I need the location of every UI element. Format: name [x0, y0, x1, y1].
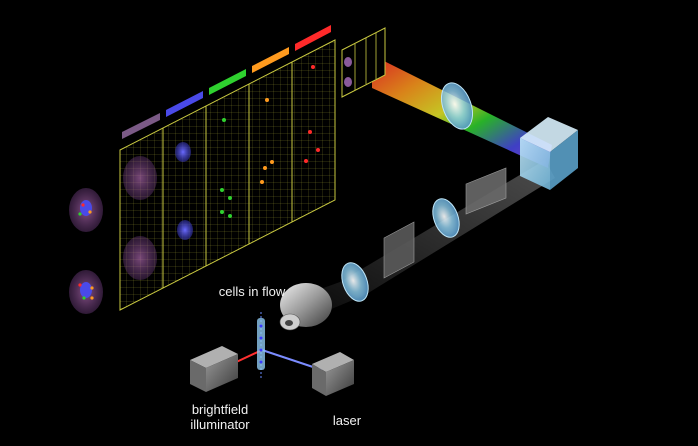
laser-top [312, 352, 354, 372]
bf-side [206, 354, 238, 392]
nucleus-image [177, 220, 193, 240]
objective-lens [279, 283, 332, 331]
detector-cell-thumb [344, 77, 352, 87]
field-stop-plate [465, 167, 507, 215]
laser-side [326, 360, 354, 396]
cube-top [520, 117, 578, 152]
cube-front [520, 138, 550, 190]
cell-thumbnail-bottom [69, 270, 103, 314]
channel-bar-4 [252, 47, 289, 73]
channel-bar-1 [122, 113, 160, 139]
cell-thumbnail-top [69, 188, 103, 232]
green-spot [228, 196, 232, 200]
red-spot [304, 159, 308, 163]
optics [279, 82, 578, 331]
brightfield-label-line1: brightfield [191, 402, 249, 417]
green-spot [228, 214, 232, 218]
detector-cell-thumb [344, 57, 352, 67]
flow-cell [257, 312, 265, 378]
channel-bar-5 [295, 25, 331, 51]
image-grid-panel [119, 39, 336, 311]
cell-thumbnails [69, 188, 103, 314]
cell-marker-green [82, 296, 86, 300]
brightfield-cell-image [123, 236, 157, 280]
laser-front [312, 364, 326, 396]
green-spot [220, 188, 224, 192]
tube-lens [341, 262, 369, 302]
brightfield-illuminator [190, 346, 238, 392]
red-spot [316, 148, 320, 152]
detector-frame [341, 27, 386, 98]
flowing-cell [259, 360, 263, 364]
channel-bar-2 [166, 91, 203, 117]
green-spot [220, 210, 224, 214]
flow-channel [257, 318, 265, 370]
red-spot [311, 65, 315, 69]
cube-side [550, 130, 578, 190]
cell-marker-orange [90, 296, 94, 300]
cells-in-flow-label: cells in flow [218, 284, 286, 299]
flowing-cell [259, 336, 263, 340]
cell-marker-orange [90, 286, 94, 290]
bf-front [190, 360, 206, 392]
grid-background [119, 39, 336, 311]
channel-color-bars [122, 25, 331, 139]
objective-aperture [285, 320, 293, 326]
channel-bar-3 [209, 69, 246, 95]
orange-spot [260, 180, 264, 184]
detector-array [341, 27, 386, 98]
cell-nucleus [80, 282, 92, 298]
brightfield-label-line2: illuminator [190, 417, 250, 432]
orange-spot [265, 98, 269, 102]
cell-marker-orange [88, 210, 92, 214]
laser-label: laser [332, 413, 362, 428]
prism-cube [520, 117, 578, 190]
relay-lens [432, 198, 460, 238]
cell-marker-green [78, 212, 82, 216]
flowing-cell [259, 348, 263, 352]
green-spot [222, 118, 226, 122]
bf-top [190, 346, 238, 368]
cell-marker-red [78, 283, 82, 287]
focusing-lens [440, 82, 474, 130]
brightfield-cell-image [123, 156, 157, 200]
orange-spot [263, 166, 267, 170]
laser-source [312, 352, 354, 396]
brightfield-illuminator-label: brightfield illuminator [170, 402, 270, 432]
flowing-cell [259, 324, 263, 328]
red-spot [308, 130, 312, 134]
nucleus-image [175, 142, 191, 162]
aperture-plate [383, 221, 415, 279]
cell-nucleus [80, 200, 92, 216]
cell-marker-red [81, 203, 85, 207]
orange-spot [270, 160, 274, 164]
